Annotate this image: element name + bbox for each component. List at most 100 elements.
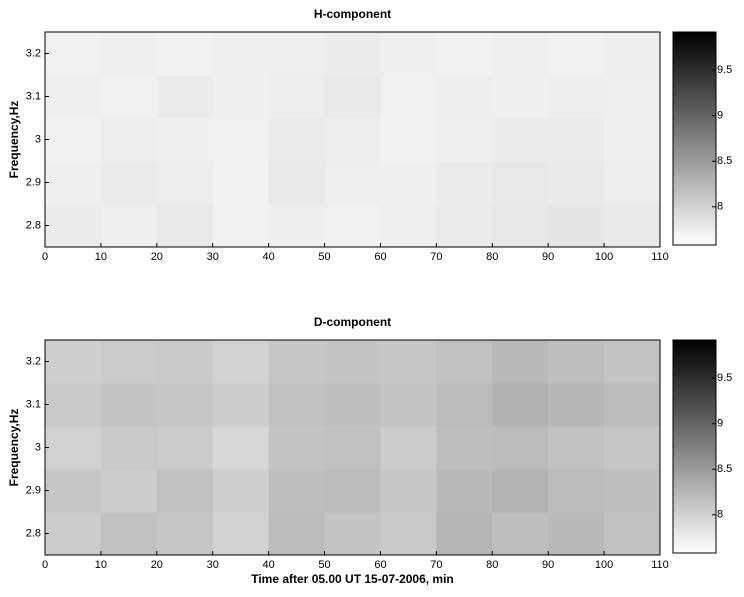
heat-cell xyxy=(100,161,158,205)
heat-cell xyxy=(45,32,102,76)
heat-cell xyxy=(324,426,381,470)
heat-cell xyxy=(324,118,381,162)
heat-cell xyxy=(100,469,158,513)
heat-cell xyxy=(436,118,493,162)
heat-cell xyxy=(604,426,661,470)
heat-cell xyxy=(212,426,270,470)
heat-cell xyxy=(324,32,381,76)
heat-cell xyxy=(268,340,326,384)
heat-cell xyxy=(324,383,381,427)
heat-cell xyxy=(492,118,549,162)
heat-cell xyxy=(436,512,493,556)
heat-cell xyxy=(380,340,437,384)
colorbar-tick-label: 9.5 xyxy=(717,64,732,76)
x-tick-label: 50 xyxy=(318,251,330,263)
y-axis-label: Frequency,Hz xyxy=(7,101,21,179)
heat-cell xyxy=(548,469,605,513)
heat-cell xyxy=(156,75,214,119)
y-tick-label: 3 xyxy=(35,441,41,453)
heat-cell xyxy=(212,383,270,427)
x-tick-label: 60 xyxy=(374,559,386,571)
x-tick-label: 110 xyxy=(651,251,669,263)
heat-cell xyxy=(156,32,214,76)
heat-cell xyxy=(212,32,270,76)
y-tick-label: 2.8 xyxy=(26,219,41,231)
colorbar-tick-label: 9.5 xyxy=(717,372,732,384)
heat-cell xyxy=(268,32,326,76)
heat-cell xyxy=(156,512,214,556)
colorbar-tick-label: 8 xyxy=(717,509,723,521)
heat-cell xyxy=(380,426,437,470)
x-tick-label: 40 xyxy=(263,251,275,263)
heat-cell xyxy=(492,512,549,556)
y-tick-label: 2.8 xyxy=(26,527,41,539)
x-tick-label: 30 xyxy=(207,559,219,571)
heat-cell xyxy=(436,383,493,427)
heat-cell xyxy=(436,161,493,205)
y-tick-label: 2.9 xyxy=(26,484,41,496)
x-tick-label: 110 xyxy=(651,559,669,571)
heat-cell xyxy=(604,469,661,513)
heat-cell xyxy=(380,204,437,248)
heat-cell xyxy=(45,512,102,556)
x-tick-label: 80 xyxy=(486,559,498,571)
heat-cell xyxy=(100,340,158,384)
heat-cell xyxy=(212,340,270,384)
x-tick-label: 0 xyxy=(42,559,48,571)
y-tick-label: 3 xyxy=(35,133,41,145)
x-axis-label: Time after 05.00 UT 15-07-2006, min xyxy=(251,572,454,586)
heat-cell xyxy=(100,426,158,470)
heat-cell xyxy=(604,512,661,556)
heat-cell xyxy=(45,340,102,384)
heat-cell xyxy=(492,204,549,248)
heat-cell xyxy=(324,204,381,248)
x-tick-label: 50 xyxy=(318,559,330,571)
x-tick-label: 20 xyxy=(151,559,163,571)
heat-cell xyxy=(548,161,605,205)
heat-cell xyxy=(268,161,326,205)
heat-cell xyxy=(324,512,381,556)
heat-cell xyxy=(268,204,326,248)
heat-cell xyxy=(45,383,102,427)
x-tick-label: 10 xyxy=(95,559,107,571)
heat-cell xyxy=(436,75,493,119)
heat-cell xyxy=(156,383,214,427)
heat-cell xyxy=(212,118,270,162)
x-tick-label: 20 xyxy=(151,251,163,263)
heat-cell xyxy=(45,426,102,470)
heat-cell xyxy=(380,161,437,205)
heat-cell xyxy=(324,75,381,119)
heat-cell xyxy=(604,161,661,205)
chart-title: D-component xyxy=(314,315,391,329)
heat-cell xyxy=(492,383,549,427)
colorbar xyxy=(672,31,717,246)
colorbar-tick-label: 8.5 xyxy=(717,155,732,167)
colorbar-tick-label: 8.5 xyxy=(717,463,732,475)
x-tick-label: 10 xyxy=(95,251,107,263)
y-tick-label: 3.2 xyxy=(26,47,41,59)
y-tick-label: 3.1 xyxy=(26,90,41,102)
heat-cell xyxy=(548,426,605,470)
heat-cell xyxy=(45,75,102,119)
heat-cell xyxy=(45,161,102,205)
heat-cell xyxy=(604,204,661,248)
heat-cell xyxy=(45,204,102,248)
heat-cell xyxy=(324,340,381,384)
heat-cell xyxy=(212,161,270,205)
heat-cell xyxy=(380,118,437,162)
heat-cell xyxy=(492,469,549,513)
colorbar-tick-label: 9 xyxy=(717,418,723,430)
heat-cell xyxy=(45,118,102,162)
heat-cell xyxy=(436,340,493,384)
heat-cell xyxy=(492,32,549,76)
heat-cell xyxy=(548,32,605,76)
heat-cell xyxy=(548,118,605,162)
heat-cell xyxy=(156,204,214,248)
heat-cell xyxy=(380,32,437,76)
heat-cell xyxy=(268,469,326,513)
heat-cell xyxy=(268,426,326,470)
x-tick-label: 100 xyxy=(595,251,613,263)
heat-cell xyxy=(380,383,437,427)
heat-cell xyxy=(492,426,549,470)
